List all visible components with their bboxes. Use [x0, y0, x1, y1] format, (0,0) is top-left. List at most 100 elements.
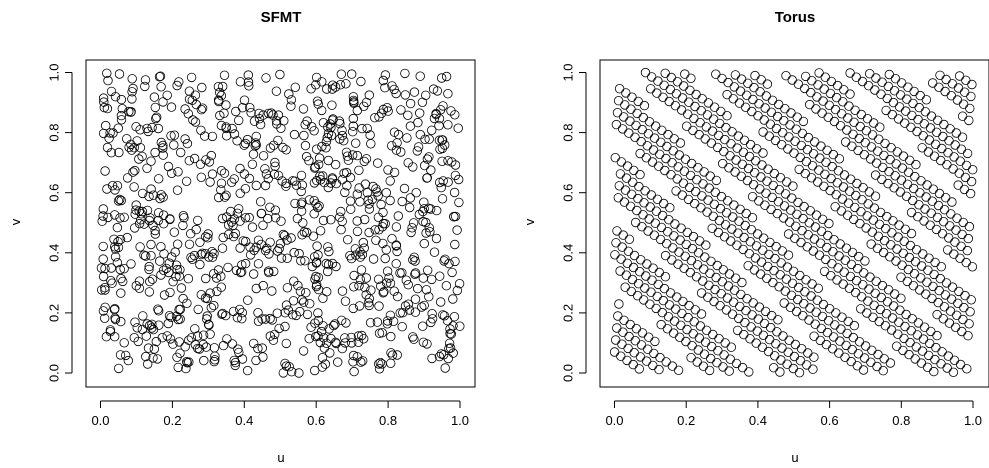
data-point [611, 335, 621, 345]
data-point [701, 122, 712, 132]
data-point [178, 220, 188, 231]
data-point [826, 271, 836, 281]
data-point [955, 156, 966, 166]
data-point [957, 229, 967, 240]
data-point [385, 278, 396, 289]
data-point [408, 162, 418, 172]
data-point [783, 347, 793, 358]
data-point [422, 173, 433, 183]
data-point [920, 107, 931, 117]
data-point [873, 231, 884, 242]
data-point [861, 125, 872, 136]
data-point [196, 290, 207, 300]
data-point [381, 244, 392, 255]
data-point [661, 153, 671, 164]
data-point [232, 136, 242, 146]
data-point [810, 319, 820, 329]
data-point [282, 283, 293, 293]
data-point [620, 185, 631, 195]
data-point [612, 226, 622, 236]
data-point [670, 219, 680, 229]
data-point [680, 251, 690, 261]
data-point [789, 351, 800, 362]
data-point [700, 134, 710, 144]
data-point [391, 222, 402, 232]
data-point [355, 274, 366, 285]
data-point [906, 122, 916, 133]
data-point [281, 181, 291, 191]
data-point [345, 196, 356, 206]
data-point [877, 174, 887, 185]
data-point [955, 253, 965, 263]
x-tick-label: 0.8 [892, 413, 910, 428]
data-point [196, 104, 207, 115]
data-point [721, 305, 732, 315]
data-point [831, 189, 841, 200]
data-point [281, 145, 291, 155]
data-point [921, 95, 932, 105]
data-point [281, 338, 292, 349]
data-point [766, 204, 776, 215]
data-point [643, 129, 654, 139]
data-point [360, 282, 370, 293]
data-point [815, 238, 826, 248]
data-point [732, 325, 743, 336]
data-point [773, 196, 784, 207]
data-point [913, 114, 923, 125]
data-point [445, 324, 455, 334]
plot-frame [599, 59, 989, 388]
data-point [878, 247, 889, 258]
data-point [169, 130, 180, 140]
data-point [842, 125, 852, 135]
data-point [315, 171, 325, 181]
data-point [770, 135, 781, 146]
data-point [673, 162, 683, 172]
data-point [653, 279, 663, 290]
data-point [656, 222, 667, 233]
data-point [641, 356, 652, 366]
data-point [660, 250, 671, 261]
data-point [778, 213, 789, 223]
data-point [387, 141, 397, 151]
data-point [274, 243, 284, 254]
data-point [716, 106, 726, 117]
data-point [446, 329, 457, 339]
data-point [851, 72, 862, 82]
data-point [149, 344, 160, 354]
data-point [415, 108, 425, 118]
data-point [849, 117, 859, 128]
data-point [901, 191, 912, 202]
data-point [319, 333, 329, 343]
data-point [621, 270, 632, 280]
data-point [903, 264, 914, 275]
data-point [887, 109, 898, 120]
data-point [454, 174, 464, 185]
data-point [340, 187, 350, 198]
data-point [669, 231, 679, 241]
data-point [301, 151, 312, 162]
data-point [267, 315, 277, 325]
data-point [837, 194, 848, 204]
data-point [248, 269, 259, 279]
data-point [358, 237, 369, 248]
data-point [340, 338, 350, 348]
data-point [961, 257, 971, 268]
data-point [144, 261, 154, 272]
data-point [413, 117, 423, 128]
data-point [885, 252, 895, 262]
data-point [887, 228, 897, 238]
data-point [872, 243, 883, 254]
data-point [640, 283, 650, 293]
data-point [314, 153, 325, 163]
data-point [109, 242, 120, 252]
axes-ticks: 0.0 0.2 0.4 0.6 0.8 1.00.00.20.40.60.81.0 [47, 63, 470, 428]
data-point [856, 304, 866, 314]
data-point [300, 140, 311, 151]
data-point [819, 84, 829, 94]
data-point [116, 288, 126, 298]
data-point [769, 265, 779, 276]
data-point [326, 130, 337, 141]
data-point [811, 104, 821, 114]
data-point [427, 309, 437, 319]
data-point [195, 237, 205, 248]
